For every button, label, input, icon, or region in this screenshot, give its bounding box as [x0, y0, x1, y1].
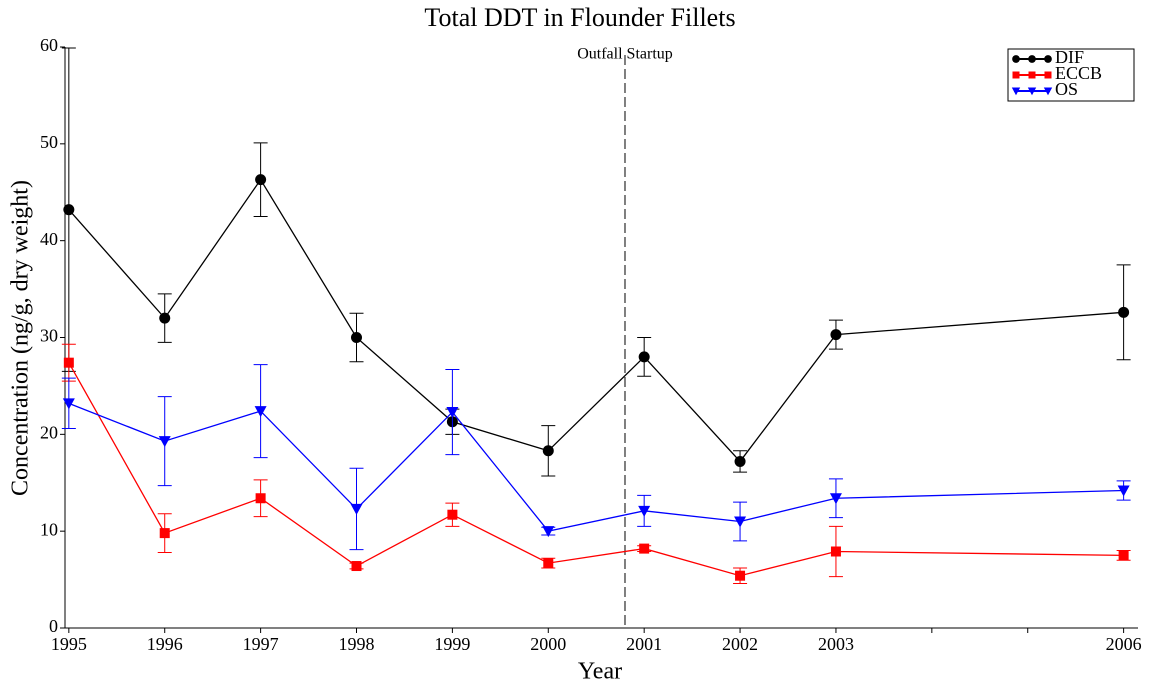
- y-tick-label: 20: [40, 422, 58, 442]
- point: [830, 329, 842, 341]
- legend-label: OS: [1055, 79, 1078, 99]
- point: [159, 312, 171, 324]
- legend-marker: [1028, 71, 1036, 79]
- legend-marker: [1043, 87, 1053, 96]
- point: [351, 332, 363, 343]
- x-tick-label: 2002: [722, 634, 758, 654]
- point: [63, 357, 74, 368]
- point: [639, 543, 650, 554]
- point: [829, 493, 842, 505]
- point: [447, 509, 458, 520]
- series-line: [68, 178, 1124, 463]
- point: [830, 546, 841, 557]
- y-axis-label: Concentration (ng/g, dry weight): [8, 180, 34, 496]
- x-tick-label: 1996: [147, 634, 183, 654]
- x-tick-label: 2006: [1106, 634, 1142, 654]
- legend-marker: [1012, 71, 1020, 79]
- point: [1117, 485, 1130, 497]
- series-line: [68, 402, 1124, 532]
- annotation-text: Outfall Startup: [577, 46, 673, 63]
- point: [62, 398, 75, 410]
- point: [351, 561, 362, 572]
- point: [638, 351, 650, 363]
- point: [63, 204, 75, 216]
- x-tick-label: 2000: [530, 634, 566, 654]
- x-tick-label: 1995: [51, 634, 87, 654]
- x-tick-label: 1999: [434, 634, 470, 654]
- x-tick-label: 2003: [818, 634, 854, 654]
- point: [542, 445, 554, 457]
- legend-label: DIF: [1055, 47, 1084, 67]
- legend-marker: [1012, 55, 1020, 63]
- legend-marker: [1044, 71, 1052, 79]
- point: [735, 570, 746, 581]
- point: [638, 505, 651, 517]
- legend-marker: [1027, 87, 1037, 96]
- legend-label: ECCB: [1055, 63, 1102, 83]
- point: [350, 503, 363, 515]
- point: [255, 174, 267, 186]
- point: [542, 526, 555, 538]
- point: [159, 528, 170, 539]
- x-tick-label: 1998: [339, 634, 375, 654]
- point: [1118, 550, 1129, 561]
- point: [543, 558, 554, 569]
- y-tick-label: 50: [40, 132, 58, 152]
- x-tick-label: 1997: [243, 634, 279, 654]
- y-tick-label: 60: [40, 35, 58, 55]
- y-tick-label: 10: [40, 519, 58, 539]
- series-line: [68, 362, 1124, 577]
- point: [1118, 306, 1130, 318]
- legend-marker: [1044, 55, 1052, 63]
- y-tick-label: 40: [40, 229, 58, 249]
- y-tick-label: 0: [49, 616, 58, 636]
- point: [254, 406, 267, 418]
- point: [734, 516, 747, 528]
- chart-title: Total DDT in Flounder Fillets: [424, 3, 735, 32]
- point: [255, 493, 266, 504]
- x-tick-label: 2001: [626, 634, 662, 654]
- legend-marker: [1011, 87, 1021, 96]
- x-axis-label: Year: [578, 659, 622, 685]
- legend-marker: [1028, 55, 1036, 63]
- point: [446, 407, 459, 419]
- point: [158, 436, 171, 448]
- y-tick-label: 30: [40, 326, 58, 346]
- point: [734, 455, 746, 467]
